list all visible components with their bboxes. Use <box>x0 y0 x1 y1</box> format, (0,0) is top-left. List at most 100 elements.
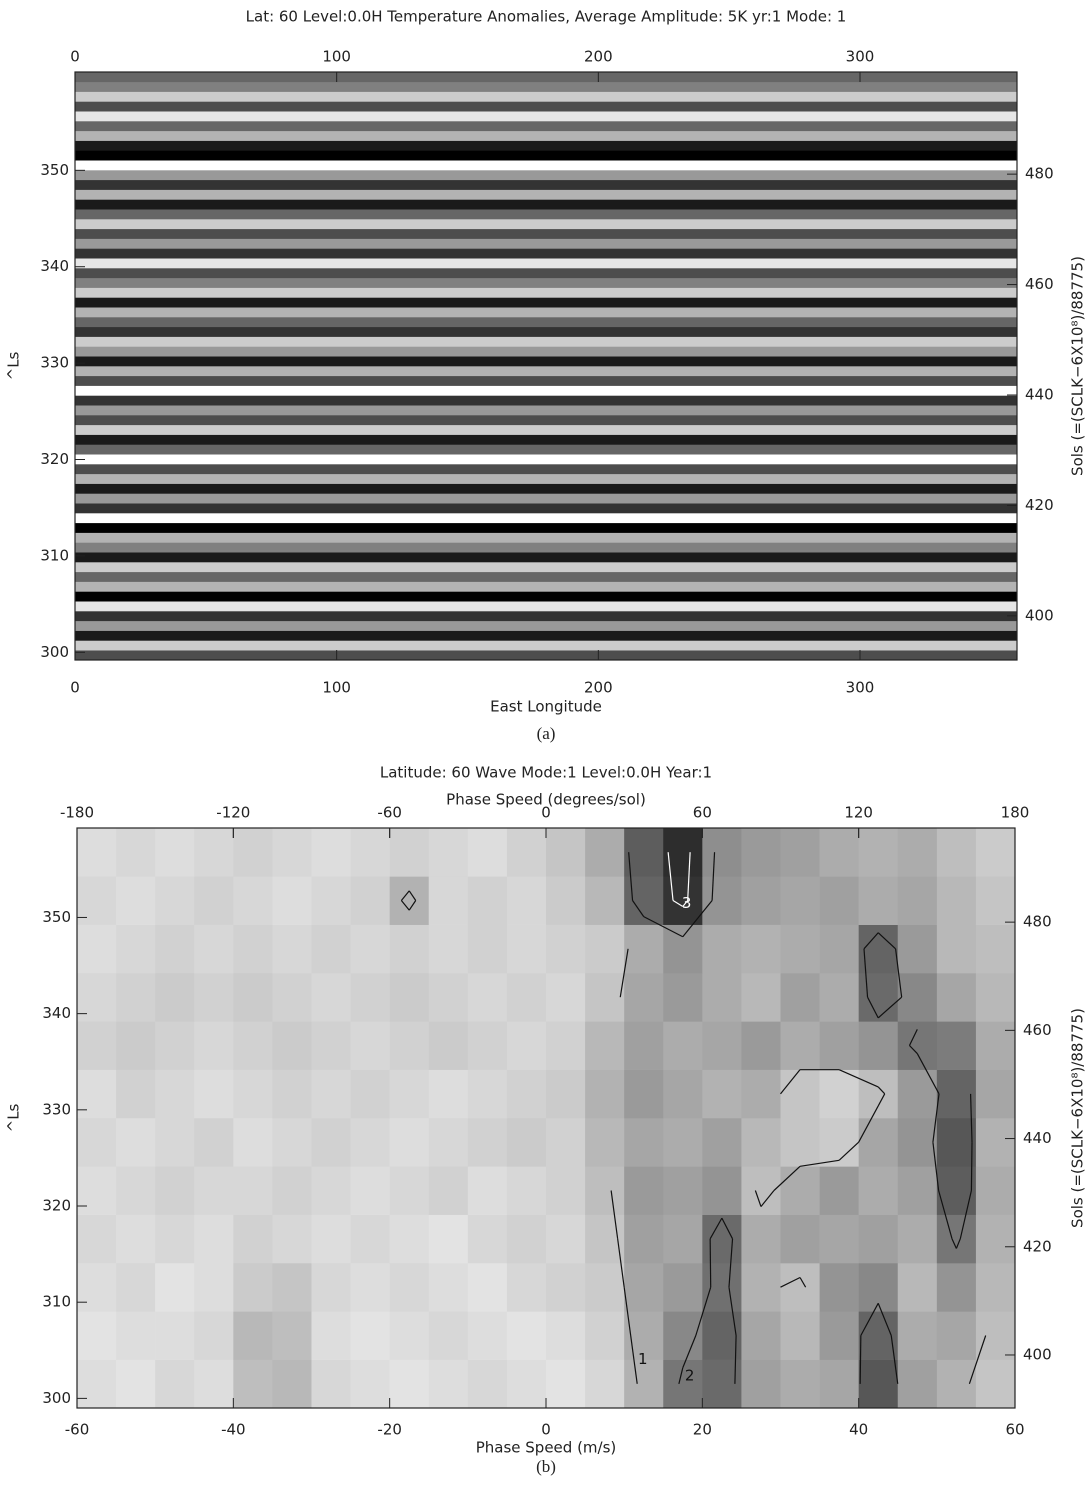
amplitude-cell <box>780 1118 820 1167</box>
x-tick-label: 0 <box>541 1421 551 1439</box>
amplitude-cell <box>546 924 586 974</box>
amplitude-cell <box>389 1359 430 1409</box>
contour-line <box>877 1093 886 1107</box>
amplitude-cell <box>194 1311 234 1360</box>
amplitude-cell <box>702 1021 742 1070</box>
amplitude-cell <box>585 973 625 1022</box>
amplitude-cell <box>428 973 469 1022</box>
amplitude-cell <box>936 1166 977 1215</box>
amplitude-cell <box>389 1069 430 1119</box>
amplitude-cell <box>936 828 977 877</box>
amplitude-cell <box>467 973 508 1022</box>
contour-line <box>860 1302 879 1336</box>
contour-line <box>859 1335 862 1384</box>
amplitude-cell <box>819 973 859 1022</box>
amplitude-cell <box>702 1166 742 1215</box>
amplitude-cell <box>546 1118 586 1167</box>
contour-line <box>408 900 417 911</box>
contour-line <box>877 996 903 1019</box>
contour-line <box>858 1105 879 1143</box>
amplitude-cell <box>116 1311 156 1360</box>
contour-line <box>632 900 645 917</box>
amplitude-cell <box>897 1263 938 1312</box>
y-tick-label: 340 <box>42 1004 71 1022</box>
amplitude-cell <box>428 1214 469 1264</box>
contour-line <box>799 1159 840 1167</box>
amplitude-cell <box>819 1311 859 1360</box>
amplitude-cell <box>624 1021 664 1070</box>
amplitude-cell <box>194 1214 234 1264</box>
amplitude-cell <box>155 828 195 877</box>
contour-line <box>780 1069 801 1095</box>
amplitude-cell <box>819 1118 859 1167</box>
amplitude-cell <box>272 876 312 925</box>
y-tick-label: 310 <box>40 546 69 564</box>
contour-line <box>617 1238 625 1288</box>
amplitude-cell <box>702 973 742 1022</box>
amplitude-cell <box>506 973 547 1022</box>
amplitude-cell <box>624 876 664 925</box>
anomaly-row <box>75 140 1017 151</box>
contour-line <box>799 1277 807 1288</box>
amplitude-cell <box>77 828 117 877</box>
contour-line <box>709 1238 712 1288</box>
amplitude-cell <box>116 924 156 974</box>
amplitude-cell <box>585 876 625 925</box>
anomaly-row <box>75 238 1017 249</box>
amplitude-cell <box>350 876 390 925</box>
contour-line <box>728 1287 737 1336</box>
contour-line <box>728 1238 734 1288</box>
amplitude-cell <box>858 1166 899 1215</box>
x-tick-label: 40 <box>849 1421 868 1439</box>
contour-line <box>970 1142 973 1191</box>
contour-line <box>938 1190 953 1239</box>
amplitude-cell <box>936 1214 977 1264</box>
contour-line <box>932 1142 940 1191</box>
amplitude-cell <box>585 1214 625 1264</box>
amplitude-cell <box>389 828 430 877</box>
y2-tick-label: 440 <box>1025 385 1054 403</box>
amplitude-cell <box>663 1263 703 1312</box>
amplitude-cell <box>233 924 273 974</box>
amplitude-cell <box>936 1069 977 1119</box>
amplitude-cell <box>624 1166 664 1215</box>
amplitude-cell <box>819 1359 859 1409</box>
amplitude-cell <box>546 1214 586 1264</box>
amplitude-cell <box>975 1118 1016 1167</box>
x2-tick-label: -180 <box>60 804 94 822</box>
anomaly-row <box>75 150 1017 161</box>
amplitude-cell <box>194 973 234 1022</box>
anomaly-row <box>75 650 1017 661</box>
amplitude-cell <box>350 1021 390 1070</box>
x-tick-label: 200 <box>584 679 613 697</box>
contour-line <box>643 916 684 938</box>
amplitude-cell <box>311 1118 351 1167</box>
anomaly-row <box>75 170 1017 181</box>
amplitude-cell <box>233 1263 273 1312</box>
amplitude-cell <box>546 828 586 877</box>
amplitude-cell <box>506 1263 547 1312</box>
x-axis-label: Phase Speed (m/s) <box>476 1439 617 1457</box>
x-tick-label: 100 <box>322 679 351 697</box>
amplitude-cell <box>741 876 781 925</box>
amplitude-cell <box>506 828 547 877</box>
amplitude-cell <box>428 1359 469 1409</box>
anomaly-row <box>75 630 1017 641</box>
amplitude-cell <box>233 828 273 877</box>
amplitude-cell <box>702 1118 742 1167</box>
amplitude-cell <box>663 1214 703 1264</box>
contour-line <box>863 948 869 998</box>
x-tick-label: 20 <box>693 1421 712 1439</box>
amplitude-cell <box>389 1118 430 1167</box>
amplitude-cell <box>350 828 390 877</box>
y-tick-label: 320 <box>42 1197 71 1215</box>
amplitude-cell <box>194 924 234 974</box>
amplitude-cell <box>741 1166 781 1215</box>
amplitude-cell <box>116 1021 156 1070</box>
x-top-tick-label: 200 <box>584 48 613 66</box>
amplitude-cell <box>975 973 1016 1022</box>
amplitude-cell <box>272 1311 312 1360</box>
amplitude-cell <box>702 1069 742 1119</box>
amplitude-cell <box>741 1118 781 1167</box>
amplitude-cell <box>428 1069 469 1119</box>
